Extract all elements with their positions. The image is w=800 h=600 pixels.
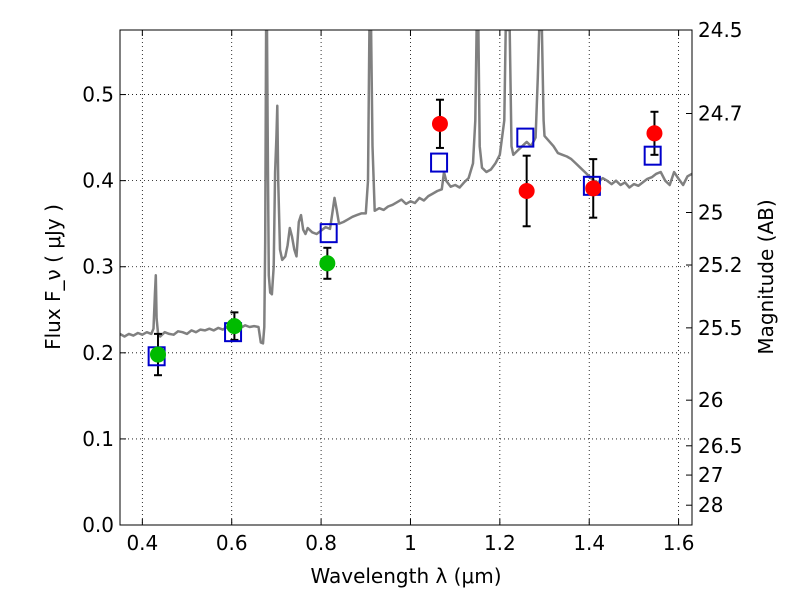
green-photometry-point	[319, 255, 336, 272]
right-tick-label: 24.5	[698, 18, 743, 42]
y-tick-label: 0.0	[82, 513, 114, 537]
right-tick-label: 27	[698, 463, 723, 487]
right-tick-label: 25.2	[698, 253, 743, 277]
green-photometry-point	[226, 318, 243, 335]
right-tick-label: 25	[698, 201, 723, 225]
right-tick-label: 26.5	[698, 434, 743, 458]
red-photometry-point	[585, 180, 602, 197]
x-tick-label: 1.4	[573, 531, 605, 555]
spectrum-line	[120, 30, 692, 345]
plot-area	[120, 30, 692, 377]
y-tick-label: 0.5	[82, 83, 114, 107]
right-tick-label: 28	[698, 493, 723, 517]
x-tick-label: 0.6	[216, 531, 248, 555]
plot-frame	[119, 29, 693, 526]
x-tick-label: 0.4	[126, 531, 158, 555]
model-square-marker	[319, 223, 338, 244]
right-tick-label: 26	[698, 388, 723, 412]
y-axis-label: Flux F_ν ( μJy )	[41, 204, 65, 350]
x-tick-label: 1	[404, 531, 417, 555]
right-axis-label: Magnitude (AB)	[754, 199, 778, 354]
y-tick-label: 0.2	[82, 341, 114, 365]
y-tick-label: 0.1	[82, 427, 114, 451]
green-photometry-point	[149, 346, 166, 363]
axis-ticks: 0.4 0.6 0.8 1 1.2 1.4 1.6 0.0 0.1 0.2 0.3 0.4 0.5 24.…	[82, 18, 742, 555]
right-tick-label: 24.7	[698, 102, 743, 126]
x-axis-label: Wavelength λ (μm)	[310, 564, 501, 588]
x-tick-label: 0.8	[305, 531, 337, 555]
model-square-marker	[643, 145, 662, 166]
grid-lines	[120, 30, 692, 526]
x-tick-label: 1.6	[663, 531, 695, 555]
model-square-marker	[516, 127, 535, 148]
y-tick-label: 0.4	[82, 169, 114, 193]
right-tick-label: 25.5	[698, 316, 743, 340]
model-square-marker	[430, 152, 449, 173]
red-photometry-point	[518, 182, 535, 199]
red-photometry-point	[431, 115, 448, 132]
x-tick-label: 1.2	[484, 531, 516, 555]
y-tick-label: 0.3	[82, 255, 114, 279]
red-photometry-point	[646, 125, 663, 142]
